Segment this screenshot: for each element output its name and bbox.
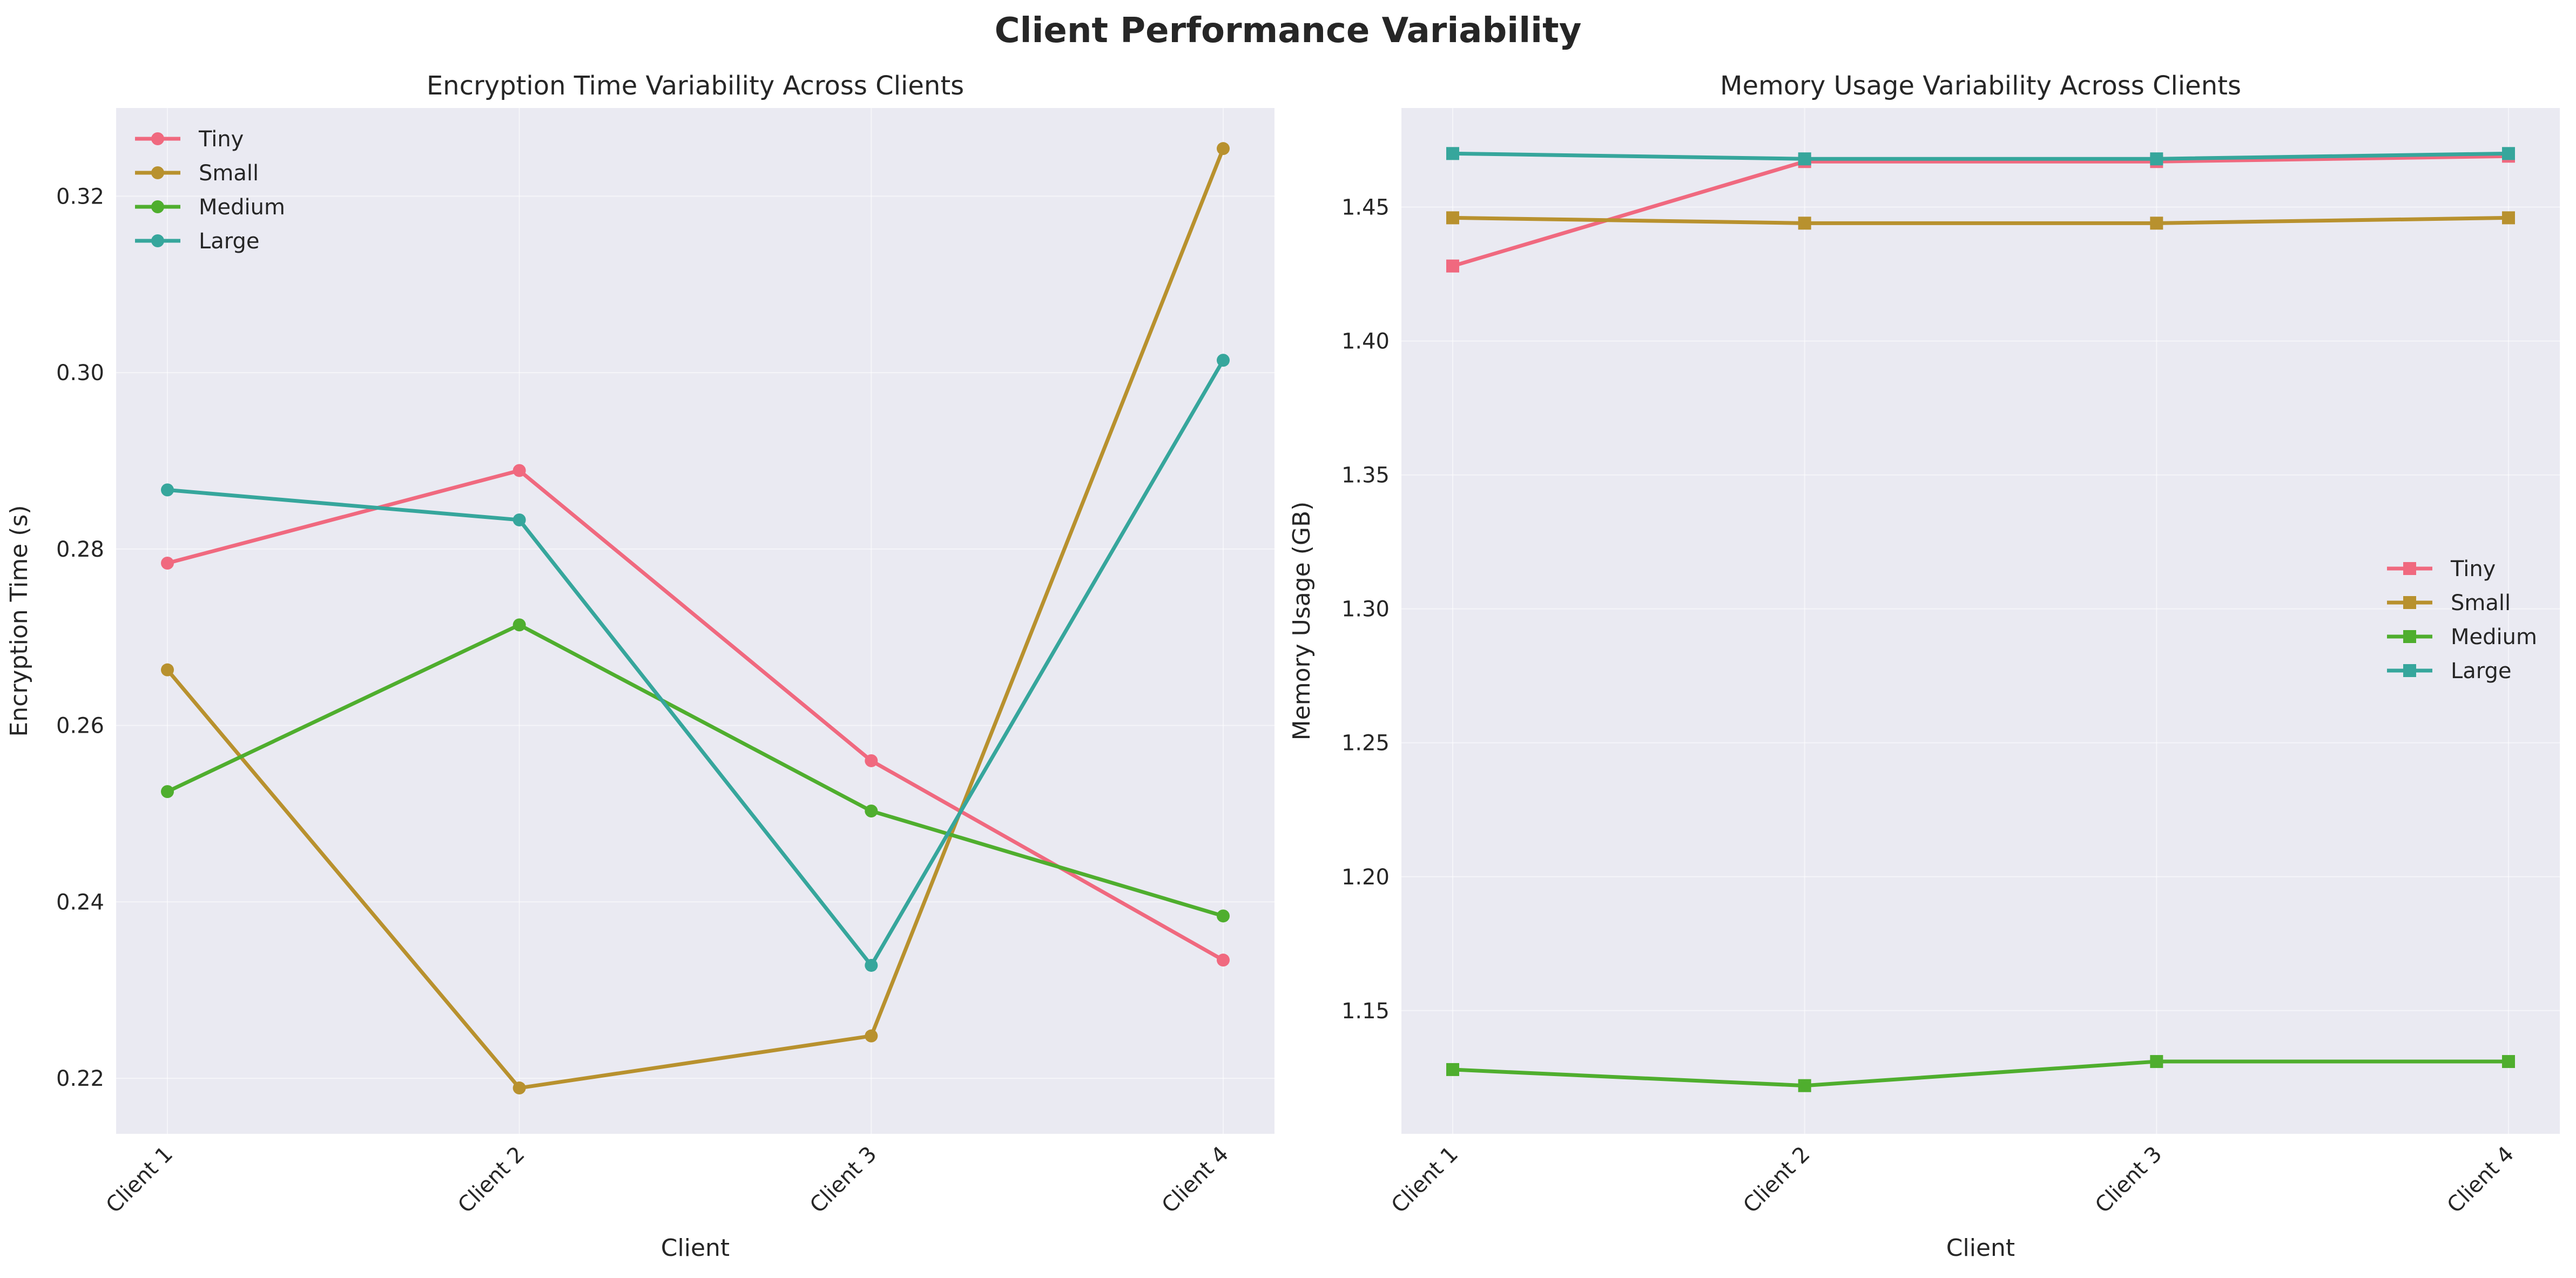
chart1-x-tick-label: Client 1: [102, 1142, 178, 1218]
chart1-legend: Tiny Small Medium Large: [135, 127, 285, 254]
chart1-series-large-point: [161, 483, 174, 497]
chart2-legend-marker: [2403, 562, 2416, 575]
chart1-series-tiny-point: [1217, 954, 1230, 967]
chart1-series-medium-point: [865, 804, 878, 818]
chart1-series-medium-point: [1217, 909, 1230, 923]
chart1-series-large-point: [512, 513, 526, 526]
chart1-series-tiny-point: [512, 464, 526, 477]
chart2-series-medium-point: [1446, 1063, 1459, 1076]
chart2-series-small-point: [2502, 211, 2515, 225]
chart2-series-small-line: [1451, 215, 2511, 225]
chart1-legend-label: Large: [199, 229, 260, 254]
chart2-x-tick-label: Client 3: [2091, 1142, 2167, 1218]
chart2-title: Memory Usage Variability Across Clients: [1720, 71, 2241, 101]
chart1-series-small-point: [512, 1081, 526, 1095]
chart2-series-large-point: [2150, 152, 2163, 166]
chart2-series-tiny-point: [1446, 259, 1459, 273]
chart2-legend: Tiny Small Medium Large: [2387, 557, 2537, 684]
chart1-series-tiny-point: [161, 556, 174, 570]
chart1-series-large-point: [865, 958, 878, 972]
chart2-x-tick-label: Client 2: [1738, 1142, 1815, 1218]
chart1-series-medium-line: [165, 623, 1225, 918]
chart2-y-tick-label: 1.30: [1341, 597, 1390, 622]
chart1-x-axis-label: Client: [661, 1234, 730, 1262]
chart1-series-small-point: [161, 663, 174, 677]
chart1-series-tiny-line: [165, 468, 1225, 962]
chart1-y-tick-label: 0.26: [56, 714, 104, 739]
chart1-series-small-line: [165, 146, 1225, 1090]
chart2-legend-label: Medium: [2451, 625, 2537, 650]
chart2: 1.15 1.20 1.25 1.30 1.35 1.40 1.45 Client 1 Clie…: [1288, 71, 2560, 1262]
chart1-series-medium-point: [161, 785, 174, 799]
chart2-y-tick-label: 1.40: [1341, 329, 1390, 354]
chart1-y-tick-label: 0.24: [56, 890, 104, 915]
chart1-x-tick-label: Client 4: [1157, 1142, 1233, 1218]
chart2-legend-label: Small: [2451, 591, 2511, 616]
chart1-series-large-line: [165, 358, 1225, 968]
chart2-x-tick-label: Client 1: [1387, 1142, 1463, 1218]
chart2-legend-marker: [2403, 630, 2416, 643]
chart1-series-small-point: [865, 1029, 878, 1043]
chart2-series-large-point: [1446, 147, 1459, 160]
chart1-legend-marker: [151, 166, 164, 179]
chart2-series-tiny-line: [1451, 154, 2511, 268]
chart1-title: Encryption Time Variability Across Clien…: [427, 71, 964, 101]
chart1-legend-label: Tiny: [198, 127, 244, 152]
chart1-legend-marker: [151, 200, 164, 213]
chart2-y-tick-label: 1.15: [1341, 999, 1390, 1024]
chart2-x-tick-label: Client 4: [2443, 1142, 2519, 1218]
chart2-series-small-point: [2150, 217, 2163, 230]
chart1-series-medium-point: [512, 618, 526, 632]
chart2-legend-marker: [2403, 664, 2416, 677]
chart2-y-tick-label: 1.45: [1341, 195, 1390, 220]
chart2-y-tick-label: 1.20: [1341, 865, 1390, 890]
figure-title: Client Performance Variability: [995, 11, 1582, 51]
chart2-series-large-line: [1451, 151, 2511, 161]
chart2-legend-label: Tiny: [2450, 557, 2496, 581]
chart1-series-large-point: [1217, 354, 1230, 367]
chart1: 0.22 0.24 0.26 0.28 0.30 0.32 Client 1 Client 2…: [5, 71, 1274, 1262]
chart1-legend-marker: [151, 132, 164, 145]
chart2-series-medium-point: [1798, 1079, 1811, 1092]
chart2-legend-marker: [2403, 596, 2416, 609]
chart1-legend-marker: [151, 234, 164, 247]
chart1-series-tiny-point: [865, 754, 878, 767]
chart2-legend-label: Large: [2451, 659, 2512, 684]
chart2-series-small-point: [1798, 217, 1811, 230]
chart1-y-axis-label: Encryption Time (s): [5, 505, 33, 736]
chart1-legend-label: Small: [199, 161, 259, 186]
chart2-series-medium-point: [2150, 1055, 2163, 1069]
chart2-series-medium-line: [1451, 1059, 2511, 1088]
chart1-y-tick-label: 0.32: [56, 184, 104, 209]
chart1-series-small-point: [1217, 142, 1230, 155]
chart2-y-tick-label: 1.35: [1341, 463, 1390, 488]
chart1-plot-area: [116, 108, 1274, 1134]
chart1-legend-label: Medium: [199, 195, 285, 220]
chart2-series-medium-point: [2502, 1055, 2515, 1069]
chart2-series-small-point: [1446, 211, 1459, 225]
chart2-x-axis-label: Client: [1946, 1234, 2015, 1262]
chart1-y-tick-label: 0.28: [56, 537, 104, 562]
chart2-y-axis-label: Memory Usage (GB): [1288, 502, 1316, 741]
chart1-y-tick-label: 0.22: [56, 1066, 104, 1091]
chart2-series-large-point: [2502, 147, 2515, 160]
chart2-plot-area: [1401, 108, 2560, 1134]
chart-panels: 0.22 0.24 0.26 0.28 0.30 0.32 Client 1 Client 2…: [5, 71, 2560, 1262]
chart2-series-large-point: [1798, 152, 1811, 166]
chart2-y-tick-label: 1.25: [1341, 731, 1390, 756]
chart1-x-tick-label: Client 3: [805, 1142, 881, 1218]
chart1-x-tick-label: Client 2: [453, 1142, 529, 1218]
chart1-y-tick-label: 0.30: [56, 361, 104, 386]
